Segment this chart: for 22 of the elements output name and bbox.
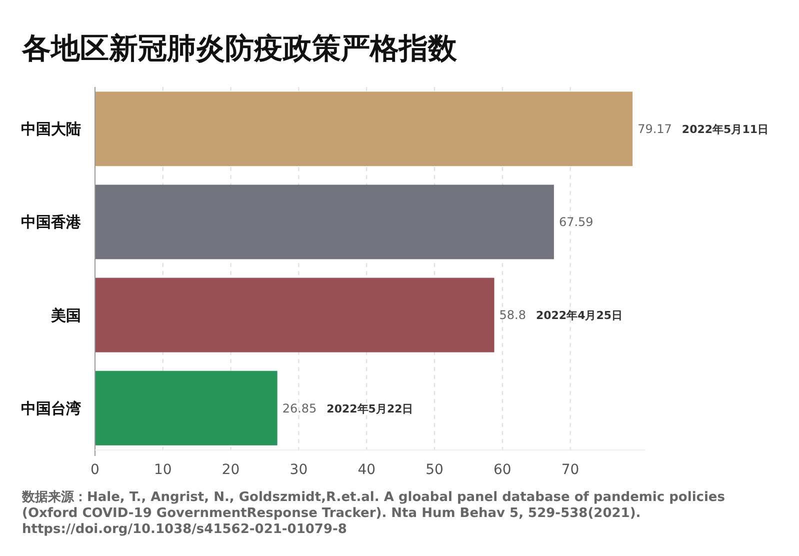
chart-title: 各地区新冠肺炎防疫政策严格指数 (21, 31, 458, 65)
x-tick-label: 30 (290, 462, 308, 478)
bar (95, 92, 633, 166)
x-tick-label: 60 (493, 462, 512, 478)
x-tick-label: 10 (154, 462, 172, 478)
source-note: 数据来源：Hale, T., Angrist, N., Goldszmidt,R.et.al. A gloabal panel database of pandemic policies (Oxford COVID-19 GovernmentResponse Tracker). Nta Hum Behav 5, 529-538(2021). https://doi.org/10.1038/s41562-021-01079-8 (22, 490, 726, 538)
x-tick-label: 50 (426, 462, 444, 478)
y-tick-label: 美国 (50, 306, 81, 324)
y-tick-label: 中国香港 (21, 213, 82, 232)
x-tick-label: 40 (358, 462, 376, 478)
y-tick-label: 中国台湾 (21, 399, 81, 418)
bar (95, 184, 554, 260)
bar (95, 278, 494, 352)
x-tick-label: 20 (222, 462, 240, 478)
data-label: 67.59 (558, 215, 594, 230)
x-tick-label: 70 (561, 462, 580, 478)
bar (95, 370, 278, 446)
x-tick-label: 0 (90, 462, 100, 478)
y-tick-label: 中国大陆 (21, 120, 81, 138)
data-label: 79.17 2022年5月11日 (638, 122, 769, 136)
data-label: 26.85 2022年5月22日 (282, 401, 414, 416)
data-label: 58.8 2022年4月25日 (499, 308, 623, 322)
